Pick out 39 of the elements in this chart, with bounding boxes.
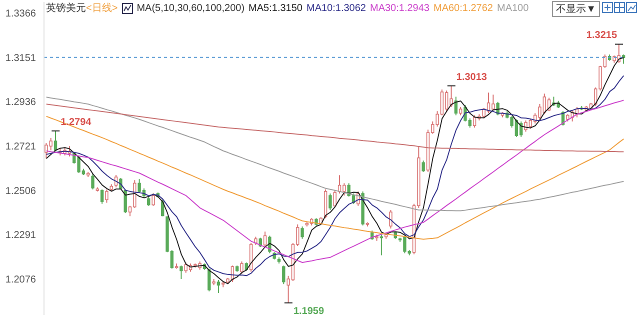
y-tick-label: 1.3366 — [5, 8, 36, 20]
candlestick — [300, 226, 304, 240]
annotation: 1.3013 — [456, 72, 488, 83]
line-series — [46, 100, 624, 263]
candlestick — [180, 265, 183, 280]
y-tick-label: 1.2721 — [5, 141, 36, 152]
text: MA10:1.3062 — [306, 2, 366, 14]
chart-title: 英镑美元 — [46, 3, 86, 14]
candlestick — [100, 188, 104, 204]
legend-title: MA(5,10,30,60,100,200) — [136, 2, 245, 14]
candlestick — [216, 279, 220, 294]
candlestick — [422, 160, 425, 172]
y-tick-label: 1.2076 — [5, 274, 36, 286]
candlestick — [333, 190, 336, 208]
text: MA60:1.2762 — [433, 2, 493, 14]
text: MA5:1.3150 — [248, 2, 302, 14]
candlestick — [240, 260, 244, 274]
annotation: 1.3215 — [586, 30, 618, 42]
chart-subtitle: <日线> — [86, 3, 118, 14]
candlestick — [263, 231, 267, 248]
line-series — [46, 104, 624, 152]
legend-label: MA100 — [496, 2, 529, 14]
candlestick — [105, 188, 108, 204]
y-tick-label: 1.3151 — [5, 52, 36, 64]
annotation: 1.1959 — [293, 306, 324, 317]
candlestick — [389, 209, 392, 230]
candlestick — [208, 268, 211, 292]
y-tick-label: 1.2506 — [5, 186, 36, 197]
y-tick-label: 1.2936 — [5, 97, 36, 108]
line-series — [46, 116, 624, 240]
candlestick — [282, 265, 286, 285]
line-series — [46, 96, 624, 212]
candlestick — [147, 196, 150, 206]
candlestick — [328, 193, 332, 210]
candlestick — [91, 173, 94, 190]
text: MA30:1.2943 — [370, 2, 430, 14]
annotation: 1.2794 — [60, 116, 92, 128]
y-tick-label: 1.2291 — [5, 230, 36, 242]
annotation: 不显示▼ — [552, 1, 600, 17]
